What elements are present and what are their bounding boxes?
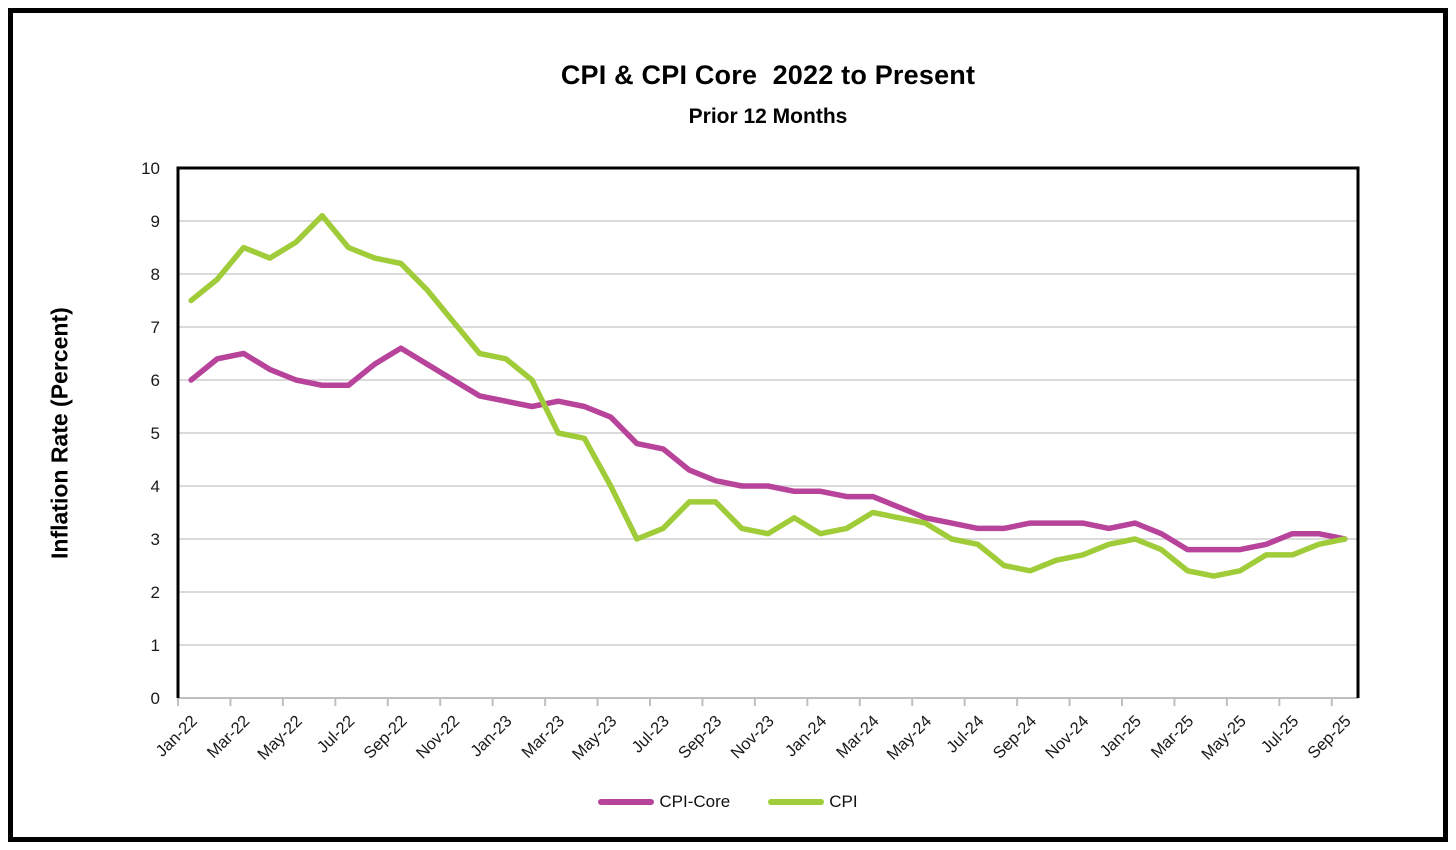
svg-text:4: 4	[151, 477, 160, 496]
svg-text:2: 2	[151, 583, 160, 602]
svg-text:Mar-24: Mar-24	[833, 712, 883, 762]
svg-text:Mar-25: Mar-25	[1148, 712, 1198, 762]
svg-text:0: 0	[151, 689, 160, 708]
svg-text:Jan-23: Jan-23	[467, 712, 515, 760]
svg-text:May-25: May-25	[1198, 712, 1250, 764]
svg-text:Jan-22: Jan-22	[153, 712, 201, 760]
legend-entry-cpi: CPI	[768, 792, 858, 812]
svg-text:Sep-25: Sep-25	[1304, 712, 1354, 762]
cpi-line-swatch-icon	[768, 799, 825, 805]
svg-text:Sep-24: Sep-24	[990, 712, 1040, 762]
x-axis	[177, 697, 1358, 706]
cpi-core-line-swatch-icon	[598, 799, 655, 805]
y-tick-labels: 0 1 2 3 4 5 6 7 8 9 10	[141, 159, 160, 708]
svg-text:Jan-25: Jan-25	[1097, 712, 1145, 760]
svg-text:9: 9	[151, 212, 160, 231]
svg-text:Nov-23: Nov-23	[727, 712, 777, 762]
legend-entry-cpi-core: CPI-Core	[598, 792, 730, 812]
svg-text:Mar-23: Mar-23	[518, 712, 568, 762]
series-line-cpi-core	[188, 345, 1348, 553]
svg-text:May-22: May-22	[254, 712, 306, 764]
legend-label-cpi: CPI	[829, 792, 858, 811]
outer-border	[8, 8, 1448, 842]
svg-text:8: 8	[151, 265, 160, 284]
series-line-cpi	[188, 212, 1348, 579]
svg-text:10: 10	[141, 159, 160, 178]
chart-subtitle: Prior 12 Months	[688, 105, 848, 128]
svg-text:May-24: May-24	[884, 712, 936, 764]
svg-text:Jul-22: Jul-22	[314, 712, 359, 757]
svg-text:Nov-22: Nov-22	[413, 712, 463, 762]
svg-text:Jul-23: Jul-23	[628, 712, 673, 757]
legend-label-cpi-core: CPI-Core	[659, 792, 731, 811]
svg-text:Nov-24: Nov-24	[1042, 712, 1092, 762]
svg-text:May-23: May-23	[569, 712, 621, 764]
svg-text:6: 6	[151, 371, 160, 390]
svg-text:Sep-22: Sep-22	[360, 712, 410, 762]
chart-title: CPI & CPI Core 2022 to Present	[560, 60, 976, 90]
legend: CPI-Core CPI	[0, 792, 1456, 812]
svg-text:Sep-23: Sep-23	[675, 712, 725, 762]
svg-text:Jul-25: Jul-25	[1258, 712, 1303, 757]
gridlines	[178, 220, 1358, 646]
svg-text:5: 5	[151, 424, 160, 443]
svg-text:7: 7	[151, 318, 160, 337]
svg-text:3: 3	[151, 530, 160, 549]
svg-text:Jul-24: Jul-24	[943, 712, 988, 757]
x-tick-labels: Jan-22 Mar-22 May-22 Jul-22 Sep-22 Nov-22 Jan-…	[153, 712, 1355, 764]
svg-text:Jan-24: Jan-24	[782, 712, 830, 760]
plot-frame	[176, 166, 1360, 698]
svg-text:Mar-22: Mar-22	[204, 712, 254, 762]
svg-text:1: 1	[151, 636, 160, 655]
